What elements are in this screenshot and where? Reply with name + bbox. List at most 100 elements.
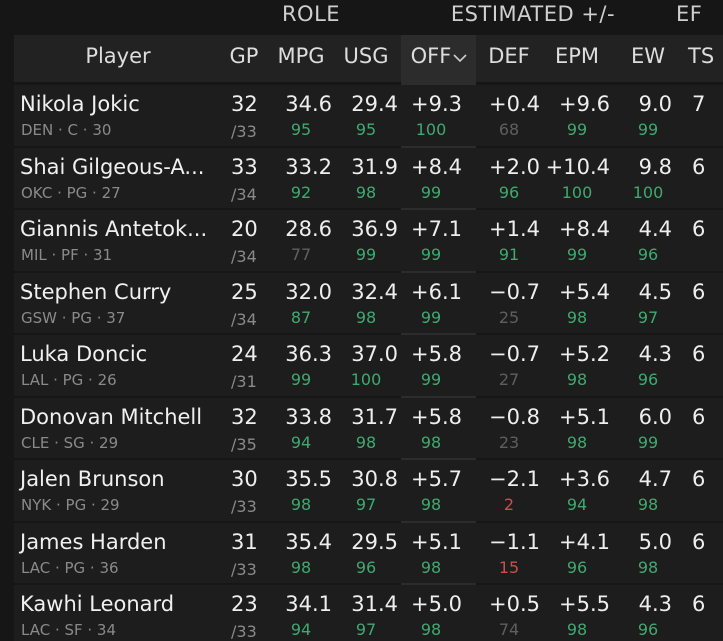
ts-value: 6 [692, 217, 706, 241]
percentile: 98 [355, 182, 377, 202]
player-name[interactable]: James Harden [20, 529, 167, 554]
games-played: 33 [231, 154, 258, 179]
column-header[interactable]: GP [229, 44, 259, 68]
player-name[interactable]: Stephen Curry [20, 279, 172, 304]
percentile: 77 [290, 245, 312, 264]
percentile: 95 [355, 120, 377, 139]
column-header[interactable]: OFF [410, 44, 452, 68]
percentile: 97 [637, 307, 659, 327]
stat-value: 4.3 [638, 342, 672, 366]
row-background [14, 460, 723, 521]
stat-value: +0.5 [489, 592, 540, 616]
stat-value: 35.5 [285, 467, 332, 491]
percentile: 100 [415, 120, 447, 139]
stat-value: 36.3 [285, 342, 332, 366]
stat-value: 29.5 [351, 529, 398, 554]
percentile: 98 [355, 432, 377, 452]
stat-value: 31.7 [351, 404, 398, 429]
player-info: GSW · PG · 37 [21, 308, 126, 327]
games-total: /33 [231, 622, 257, 641]
percentile: 97 [355, 620, 377, 639]
player-name[interactable]: Shai Gilgeous-A... [20, 154, 205, 179]
stat-value: 37.0 [351, 342, 398, 366]
percentile: 97 [355, 495, 377, 514]
stat-value: +4.1 [559, 529, 610, 554]
games-played: 32 [231, 404, 258, 429]
percentile: 98 [566, 370, 588, 389]
sort-chevron[interactable] [452, 52, 468, 64]
stat-value: +6.1 [411, 279, 462, 304]
stat-value: +5.8 [411, 342, 462, 366]
ts-value: 6 [692, 404, 706, 429]
group-header: ESTIMATED +/- [450, 2, 616, 26]
row-background [14, 85, 723, 146]
stat-value: +5.2 [559, 342, 610, 366]
percentile: 98 [420, 557, 442, 577]
percentile: 27 [498, 370, 520, 389]
percentile: 99 [420, 182, 442, 202]
row-background [14, 147, 723, 208]
ts-value: 6 [692, 529, 706, 554]
percentile: 68 [498, 120, 520, 139]
percentile: 96 [637, 370, 659, 389]
player-name[interactable]: Donovan Mitchell [20, 404, 203, 429]
percentile: 96 [637, 620, 659, 639]
row-background [14, 397, 723, 458]
games-played: 20 [231, 217, 258, 241]
percentile: 100 [350, 370, 382, 389]
percentile: 99 [355, 245, 377, 264]
player-info: LAC · PG · 36 [21, 558, 119, 577]
percentile: 98 [637, 495, 659, 514]
percentile: 99 [637, 432, 659, 452]
stat-value: 4.5 [638, 279, 672, 304]
percentile: 15 [498, 557, 520, 577]
percentile: 99 [566, 120, 588, 139]
player-name[interactable]: Giannis Antetok... [20, 217, 208, 241]
percentile: 99 [420, 307, 442, 327]
games-played: 30 [231, 467, 258, 491]
stat-value: 29.4 [351, 92, 398, 116]
percentile: 94 [290, 620, 312, 639]
stat-value: +3.6 [559, 467, 610, 491]
column-header[interactable]: EPM [554, 44, 600, 68]
stat-value: 32.0 [285, 279, 332, 304]
games-played: 23 [231, 592, 258, 616]
stat-value: 36.9 [351, 217, 398, 241]
percentile: 98 [290, 557, 312, 577]
player-name[interactable]: Nikola Jokic [20, 92, 140, 116]
column-header[interactable]: USG [343, 44, 389, 68]
ts-value: 6 [692, 342, 706, 366]
games-total: /35 [231, 434, 257, 454]
stat-value: 4.3 [638, 592, 672, 616]
percentile: 98 [566, 307, 588, 327]
percentile: 99 [290, 370, 312, 389]
percentile: 98 [566, 432, 588, 452]
games-total: /33 [231, 559, 257, 579]
stat-value: −0.8 [489, 404, 540, 429]
percentile: 87 [290, 307, 312, 327]
stat-value: +5.4 [559, 279, 610, 304]
column-header[interactable]: EW [630, 44, 666, 68]
stat-value: +7.1 [411, 217, 462, 241]
percentile: 99 [637, 120, 659, 139]
percentile: 96 [566, 557, 588, 577]
player-info: LAC · SF · 34 [21, 621, 117, 639]
percentile: 99 [420, 245, 442, 264]
stat-value: +5.1 [559, 404, 610, 429]
player-name[interactable]: Jalen Brunson [20, 467, 165, 491]
stat-value: −2.1 [489, 467, 540, 491]
percentile: 98 [290, 495, 312, 514]
percentile: 99 [420, 370, 442, 389]
stat-value: 34.1 [285, 592, 332, 616]
column-header[interactable]: TS [688, 44, 715, 68]
games-played: 24 [231, 342, 258, 366]
column-header[interactable]: MPG [277, 44, 325, 68]
stat-value: −0.7 [489, 342, 540, 366]
stat-value: +9.3 [411, 92, 462, 116]
column-header[interactable]: DEF [488, 44, 530, 68]
player-name[interactable]: Luka Doncic [20, 342, 148, 366]
games-total: /33 [231, 122, 257, 141]
player-name[interactable]: Kawhi Leonard [20, 592, 175, 616]
stat-value: +5.0 [411, 592, 462, 616]
